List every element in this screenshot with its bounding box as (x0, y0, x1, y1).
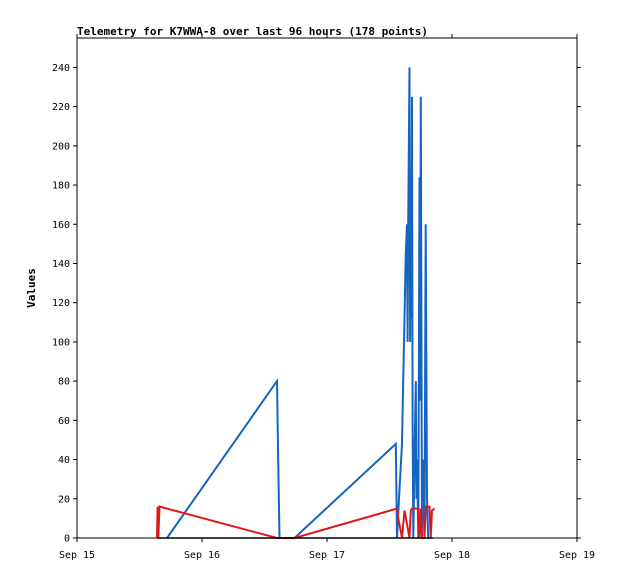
y-axis-label: Values (25, 268, 38, 308)
y-tick-label: 200 (52, 141, 70, 152)
y-tick-label: 240 (52, 63, 70, 74)
x-tick-label: Sep 17 (309, 550, 345, 561)
y-tick-label: 40 (58, 455, 70, 466)
x-tick-label: Sep 16 (184, 550, 220, 561)
plot-frame (76, 37, 578, 539)
y-tick-label: 140 (52, 259, 70, 270)
y-tick-label: 160 (52, 220, 70, 231)
y-tick-label: 220 (52, 102, 70, 113)
series-layer (156, 67, 436, 539)
y-tick-label: 100 (52, 337, 70, 348)
y-tick-label: 0 (64, 534, 70, 545)
y-axis: 0 20 40 60 80 100 120 140 160 180 200 220 240 (52, 63, 581, 545)
y-tick-label: 180 (52, 181, 70, 192)
series-line-red (156, 505, 436, 539)
y-tick-label: 80 (58, 377, 70, 388)
chart-title: Telemetry for K7WWA-8 over last 96 hours… (77, 25, 428, 38)
x-tick-label: Sep 19 (559, 550, 595, 561)
y-tick-label: 120 (52, 298, 70, 309)
x-tick-label: Sep 15 (59, 550, 95, 561)
y-tick-label: 20 (58, 494, 70, 505)
series-line-blue (166, 67, 430, 539)
x-axis: Sep 15 Sep 16 Sep 17 Sep 18 Sep 19 (59, 34, 595, 561)
x-tick-label: Sep 18 (434, 550, 470, 561)
y-tick-label: 60 (58, 416, 70, 427)
